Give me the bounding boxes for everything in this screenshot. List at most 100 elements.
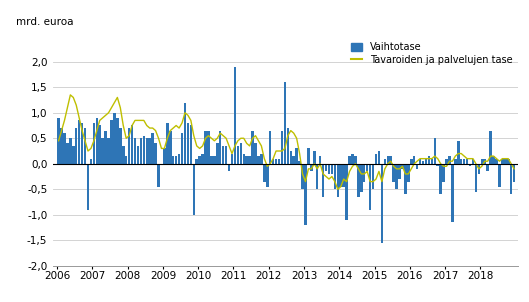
Bar: [469, 164, 471, 166]
Bar: [210, 156, 213, 164]
Bar: [57, 118, 60, 164]
Bar: [463, 159, 466, 164]
Bar: [342, 164, 345, 187]
Bar: [510, 164, 513, 194]
Bar: [331, 164, 333, 174]
Bar: [487, 164, 489, 172]
Bar: [166, 123, 169, 164]
Bar: [413, 156, 415, 164]
Bar: [445, 159, 448, 164]
Bar: [457, 141, 460, 164]
Bar: [75, 128, 77, 164]
Bar: [325, 164, 327, 172]
Bar: [293, 156, 295, 164]
Bar: [87, 164, 89, 210]
Bar: [231, 153, 233, 164]
Bar: [98, 126, 101, 164]
Bar: [131, 126, 133, 164]
Bar: [393, 164, 395, 182]
Bar: [363, 164, 366, 182]
Bar: [275, 159, 277, 164]
Bar: [419, 159, 421, 164]
Bar: [431, 159, 433, 164]
Bar: [125, 156, 127, 164]
Bar: [181, 133, 183, 164]
Bar: [266, 164, 269, 187]
Bar: [389, 156, 392, 164]
Bar: [136, 146, 139, 164]
Bar: [202, 153, 204, 164]
Bar: [96, 118, 98, 164]
Bar: [381, 164, 383, 243]
Text: mrd. euroa: mrd. euroa: [16, 17, 73, 27]
Bar: [322, 164, 324, 197]
Bar: [395, 164, 398, 189]
Bar: [269, 130, 271, 164]
Bar: [484, 159, 486, 164]
Bar: [348, 156, 351, 164]
Bar: [460, 159, 462, 164]
Bar: [169, 130, 171, 164]
Bar: [249, 156, 251, 164]
Legend: Vaihtotase, Tavaroiden ja palvelujen tase: Vaihtotase, Tavaroiden ja palvelujen tas…: [346, 38, 516, 69]
Bar: [110, 120, 113, 164]
Bar: [489, 130, 492, 164]
Bar: [375, 153, 377, 164]
Bar: [107, 138, 110, 164]
Bar: [245, 156, 248, 164]
Bar: [480, 159, 483, 164]
Bar: [354, 156, 357, 164]
Bar: [149, 138, 151, 164]
Bar: [284, 82, 286, 164]
Bar: [102, 138, 104, 164]
Bar: [492, 156, 495, 164]
Bar: [398, 164, 401, 179]
Bar: [360, 164, 362, 192]
Bar: [189, 126, 192, 164]
Bar: [472, 159, 474, 164]
Bar: [336, 164, 339, 197]
Bar: [93, 123, 95, 164]
Bar: [372, 164, 375, 189]
Bar: [84, 128, 86, 164]
Bar: [272, 159, 275, 164]
Bar: [440, 164, 442, 194]
Bar: [66, 143, 69, 164]
Bar: [178, 153, 180, 164]
Bar: [407, 164, 409, 182]
Bar: [90, 159, 92, 164]
Bar: [334, 164, 336, 189]
Bar: [401, 164, 404, 169]
Bar: [357, 164, 360, 197]
Bar: [304, 164, 307, 225]
Bar: [436, 164, 439, 166]
Bar: [228, 164, 230, 172]
Bar: [289, 151, 292, 164]
Bar: [448, 156, 451, 164]
Bar: [119, 128, 122, 164]
Bar: [175, 156, 177, 164]
Bar: [263, 164, 266, 182]
Bar: [242, 153, 245, 164]
Bar: [507, 159, 509, 164]
Bar: [225, 146, 227, 164]
Bar: [295, 149, 298, 164]
Bar: [254, 143, 257, 164]
Bar: [466, 159, 468, 164]
Bar: [78, 120, 80, 164]
Bar: [207, 130, 209, 164]
Bar: [316, 164, 318, 189]
Bar: [140, 138, 142, 164]
Bar: [216, 143, 218, 164]
Bar: [302, 164, 304, 189]
Bar: [172, 156, 175, 164]
Bar: [143, 136, 145, 164]
Bar: [240, 143, 242, 164]
Bar: [134, 138, 136, 164]
Bar: [378, 151, 380, 164]
Bar: [69, 138, 71, 164]
Bar: [193, 164, 195, 215]
Bar: [213, 156, 216, 164]
Bar: [328, 164, 330, 174]
Bar: [145, 138, 148, 164]
